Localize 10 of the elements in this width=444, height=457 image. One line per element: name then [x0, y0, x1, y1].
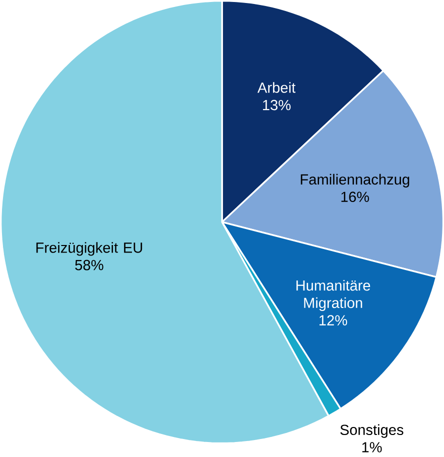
data-label: 58%	[75, 260, 104, 270]
data-label: 12%	[319, 315, 348, 326]
data-label: 1%	[362, 442, 382, 452]
data-label: 16%	[341, 192, 369, 202]
slice-label: Familiennachzug	[300, 174, 410, 188]
slice-label: Freizügigkeit EU	[36, 242, 142, 256]
slice-label: Sonstiges	[340, 424, 404, 438]
slice-label: Humanitäre Migration	[296, 280, 370, 311]
slice-label: Arbeit	[257, 82, 296, 93]
data-label: 13%	[262, 100, 291, 110]
